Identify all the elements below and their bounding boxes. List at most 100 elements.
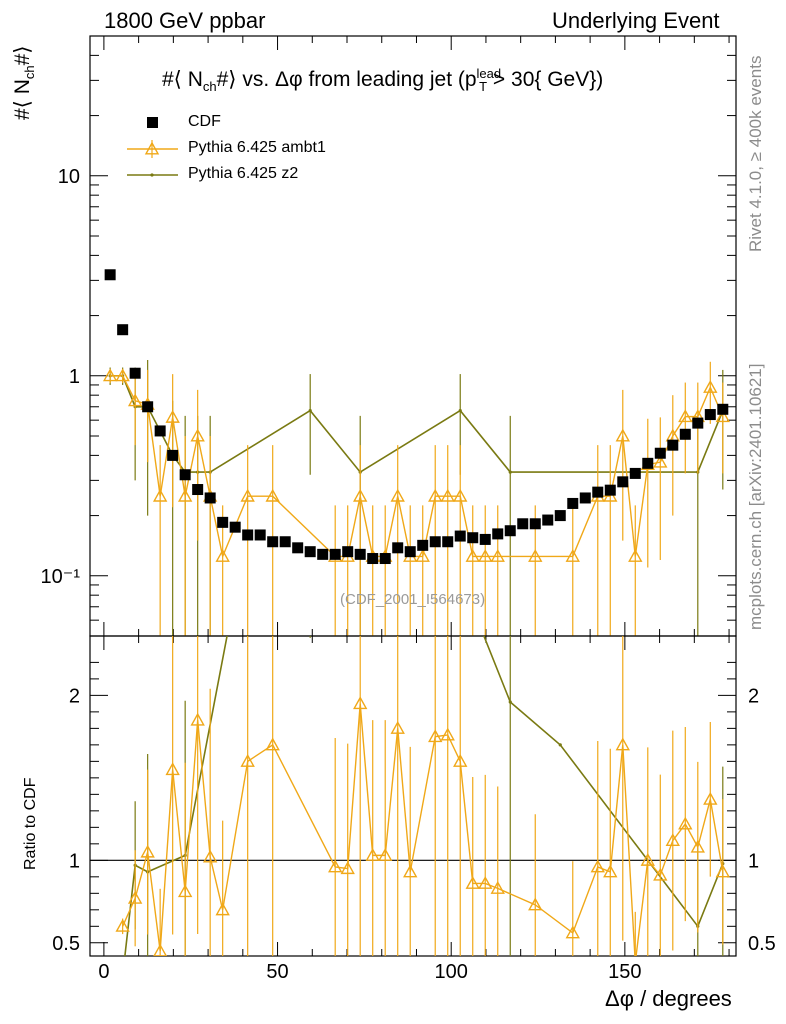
cdf-point: [192, 484, 204, 496]
cdf-point: [217, 516, 229, 528]
ylabel-sub: ch: [22, 65, 38, 80]
ratio-data: [115, 636, 730, 977]
ambt1-ratio-point: [665, 833, 680, 847]
z2-ratio-point: [558, 743, 562, 747]
cdf-point: [317, 548, 329, 560]
ambt1-point: [628, 548, 643, 562]
main-data: [102, 269, 730, 636]
cdf-point: [117, 324, 129, 336]
ambt1-point: [615, 428, 630, 442]
cdf-point: [467, 532, 479, 544]
ambt1-point: [528, 548, 543, 562]
x-tick-label: 150: [608, 961, 641, 983]
x-tick-label: 50: [266, 961, 288, 983]
cdf-point: [229, 521, 241, 533]
ambt1-ratio-point: [653, 867, 668, 881]
cdf-point: [404, 546, 416, 558]
legend-z2-label: Pythia 6.425 z2: [188, 165, 299, 182]
ratio-panel: 0 50 100 150 2 2 1 1 0.5 0.5: [52, 635, 776, 983]
cdf-point: [717, 403, 729, 415]
header-right: Underlying Event: [552, 8, 720, 33]
ylabel-end: #⟩: [11, 45, 34, 66]
main-y-tick-label: 1: [69, 366, 80, 388]
cdf-point: [304, 546, 316, 558]
x-tick-label: 100: [435, 961, 468, 983]
cdf-point: [642, 457, 654, 469]
ambt1-point: [665, 428, 680, 442]
ambt1-point: [490, 548, 505, 562]
ambt1-point: [102, 368, 118, 382]
cdf-point: [417, 539, 429, 551]
z2-ratio-point: [121, 974, 124, 977]
ambt1-ratio-point: [678, 816, 693, 830]
header-left: 1800 GeV ppbar: [104, 8, 266, 33]
ambt1-ratio-point: [177, 884, 193, 898]
cdf-point: [242, 529, 254, 541]
title-end: > 30{ GeV}): [487, 68, 604, 91]
reference-label: (CDF_2001_I564673): [340, 591, 486, 608]
ratio-y-tick-label-right: 1: [748, 850, 759, 872]
legend-z2-marker: [150, 173, 154, 177]
z2-point: [458, 408, 462, 413]
cdf-point: [354, 548, 366, 560]
cdf-point: [617, 476, 629, 488]
cdf-point: [292, 542, 304, 554]
cdf-point: [692, 417, 704, 429]
ylabel-main: #⟨ N: [11, 79, 34, 120]
ambt1-ratio-point: [215, 902, 230, 916]
z2-line: [110, 374, 724, 474]
ambt1-line: [110, 375, 724, 559]
ambt1-ratio-point: [640, 852, 655, 866]
ambt1-ratio-point: [453, 753, 468, 767]
main-panel: 10 1 10⁻¹: [41, 35, 737, 637]
cdf-point: [104, 269, 116, 281]
ambt1-point: [177, 488, 193, 502]
ambt1-point: [428, 488, 443, 502]
ambt1-point: [152, 488, 168, 502]
cdf-point: [329, 548, 341, 560]
ambt1-ratio-point: [603, 864, 618, 878]
title-sub2: T: [479, 79, 488, 95]
main-ylabel: #⟨ Nch#⟩: [10, 46, 37, 120]
ambt1-ratio-point: [390, 720, 405, 734]
cdf-point: [442, 536, 454, 548]
ambt1-point: [190, 428, 205, 442]
z2-ratio-point: [508, 700, 512, 704]
cdf-point: [554, 510, 566, 522]
legend-cdf-marker: [147, 117, 158, 128]
ambt1-ratio-point: [478, 875, 493, 889]
ambt1-ratio-point: [328, 859, 343, 873]
cdf-point: [129, 367, 141, 379]
cdf-point: [529, 518, 541, 530]
ambt1-ratio-point: [465, 875, 480, 889]
cdf-point: [492, 528, 504, 540]
ambt1-point: [440, 488, 455, 502]
ratio-y-tick-label: 0.5: [52, 933, 80, 955]
cdf-point: [517, 518, 529, 530]
title-mid: #⟩ vs. Δφ from leading jet (p: [216, 68, 477, 91]
title-main: #⟨ N: [162, 68, 203, 91]
ambt1-point: [653, 454, 668, 468]
ambt1-point: [165, 409, 180, 423]
ambt1-ratio-line: [122, 703, 724, 956]
cdf-point: [167, 449, 179, 461]
ambt1-ratio-point: [565, 925, 580, 939]
cdf-point: [379, 553, 391, 565]
ambt1-ratio-point: [690, 839, 705, 853]
ambt1-point: [215, 548, 230, 562]
ambt1-point: [678, 409, 693, 423]
ambt1-ratio-point: [615, 737, 630, 751]
cdf-point: [454, 530, 466, 542]
cdf-point: [629, 467, 641, 479]
legend-cdf-label: CDF: [188, 113, 221, 130]
cdf-point: [179, 469, 191, 481]
ambt1-ratio-point: [127, 890, 143, 904]
cdf-point: [267, 536, 279, 548]
ambt1-ratio-point: [153, 943, 168, 956]
ambt1-ratio-point: [240, 753, 255, 767]
cdf-point: [429, 536, 441, 548]
ambt1-ratio-point: [378, 847, 393, 861]
ratio-y-tick-label: 1: [69, 850, 80, 872]
ambt1-ratio-point: [115, 918, 130, 932]
